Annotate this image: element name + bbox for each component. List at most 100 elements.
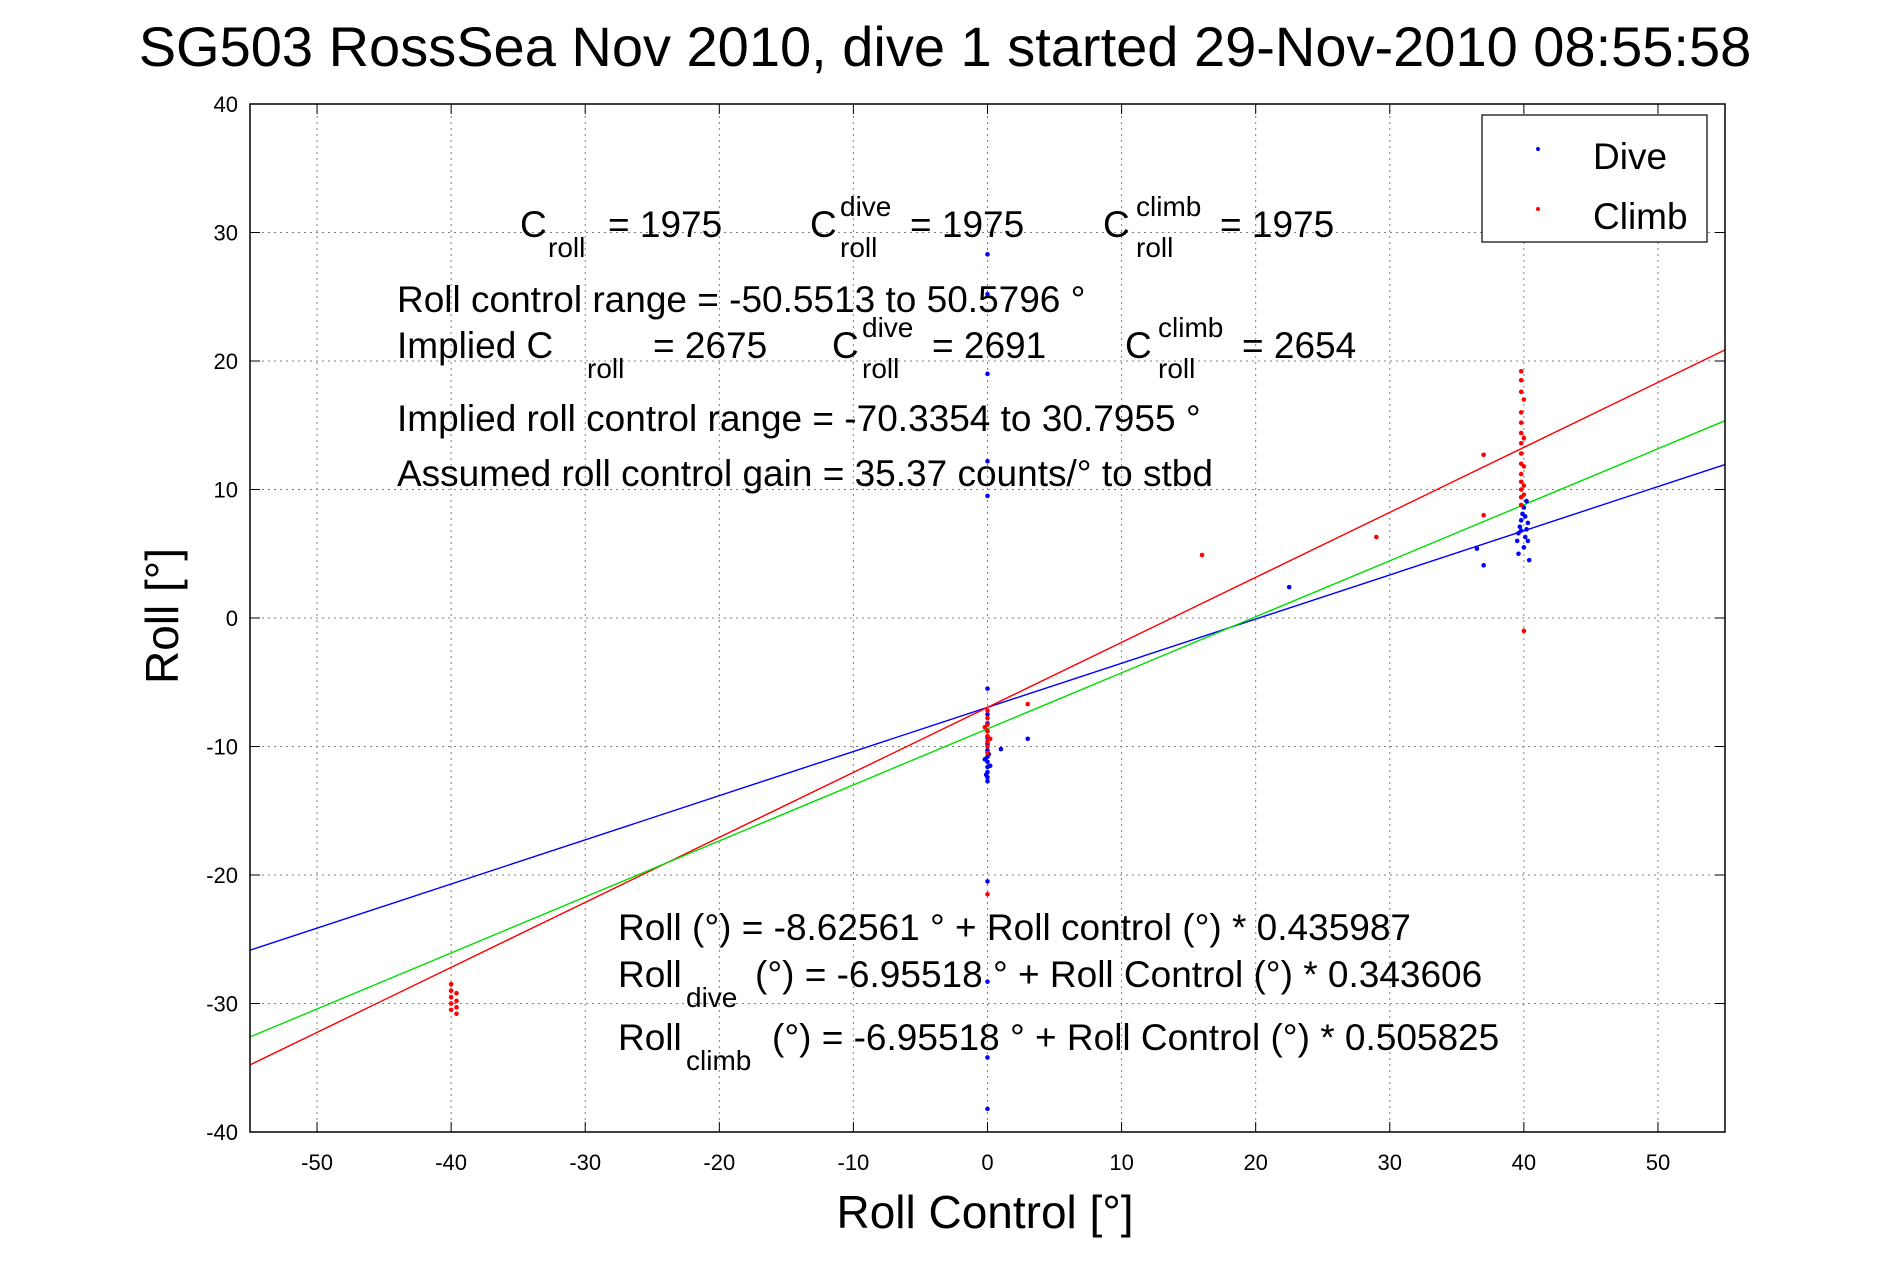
x-tick-label: 40 — [1512, 1150, 1536, 1175]
climb-point — [1518, 471, 1524, 477]
climb-point — [1521, 492, 1527, 497]
legend: Dive Climb — [1481, 114, 1708, 243]
climb-point — [1521, 397, 1527, 402]
c-climb-subscript: roll — [1136, 232, 1173, 263]
climb-point — [1199, 552, 1205, 558]
x-tick-label: 50 — [1646, 1150, 1670, 1175]
dive-point — [985, 778, 990, 784]
x-tick-label: 0 — [981, 1150, 993, 1175]
roll-control-range: Roll control range = -50.5513 to 50.5796… — [397, 279, 1085, 320]
dive-point — [1025, 736, 1031, 742]
dive-point — [1526, 557, 1532, 563]
implied-c-dive-superscript: dive — [862, 312, 913, 343]
c-dive-symbol: C — [810, 204, 837, 245]
plot-frame — [249, 103, 1726, 1133]
assumed-gain: Assumed roll control gain = 35.37 counts… — [397, 453, 1213, 494]
equation-dive: Roll dive (°) = -6.95518 ° + Roll Contro… — [618, 954, 1482, 1013]
y-axis-label: Roll [°] — [136, 548, 188, 684]
climb-point — [985, 728, 990, 734]
climb-point — [448, 988, 454, 993]
climb-point — [1025, 701, 1031, 707]
data-points — [448, 252, 1532, 1112]
dive-point — [1481, 563, 1486, 568]
climb-point — [985, 750, 990, 756]
dive-point — [1521, 545, 1527, 550]
dive-point — [1514, 538, 1520, 544]
climb-point — [985, 708, 990, 713]
implied-c-climb-value: = 2654 — [1242, 325, 1356, 366]
x-tick-label: 10 — [1109, 1150, 1133, 1175]
dive-point — [1525, 538, 1531, 544]
c-climb-value: = 1975 — [1220, 204, 1334, 245]
climb-point — [454, 1011, 459, 1017]
dive-point — [985, 979, 990, 984]
y-tick-label: -20 — [206, 863, 238, 888]
implied-c-climb-subscript: roll — [1158, 353, 1195, 384]
dive-point — [985, 493, 990, 499]
dive-point — [1525, 520, 1531, 526]
dive-point — [1518, 528, 1524, 533]
x-tick-label: -30 — [569, 1150, 601, 1175]
climb-point — [1518, 377, 1524, 383]
y-tick-label: -10 — [206, 735, 238, 760]
y-tick-label: 40 — [214, 92, 238, 117]
x-tick-label: -50 — [301, 1150, 333, 1175]
legend-dive-marker — [1536, 147, 1540, 151]
dive-point — [998, 746, 1004, 752]
climb-point — [454, 1005, 459, 1010]
climb-point — [448, 1001, 454, 1006]
y-tick-label: 20 — [214, 349, 238, 374]
legend-box — [1481, 114, 1708, 243]
c-climb-superscript: climb — [1136, 191, 1201, 222]
legend-climb-marker — [1536, 207, 1540, 211]
climb-point — [448, 981, 454, 987]
c-dive-subscript: roll — [840, 232, 877, 263]
climb-point — [1521, 464, 1527, 469]
dive-point — [985, 252, 990, 257]
climb-point — [1521, 628, 1527, 634]
implied-roll-control-range: Implied roll control range = -70.3354 to… — [397, 398, 1201, 439]
climb-fit-line — [249, 349, 1726, 1066]
climb-point — [1521, 483, 1527, 488]
dive-point — [983, 772, 989, 778]
y-tick-label: 10 — [214, 478, 238, 503]
climb-point — [1518, 479, 1524, 485]
dive-point — [1524, 527, 1529, 532]
equation-climb-subscript: climb — [686, 1045, 751, 1076]
x-tick-label: 20 — [1243, 1150, 1267, 1175]
dive-point — [1518, 518, 1524, 523]
implied-c-dive-subscript: roll — [862, 353, 899, 384]
dive-point — [1286, 584, 1292, 590]
x-tick-label: -40 — [435, 1150, 467, 1175]
climb-point — [1518, 440, 1524, 446]
c-roll-annotation: C roll = 1975 C dive roll = 1975 C climb… — [520, 191, 1334, 263]
c-roll-value: = 1975 — [608, 204, 722, 245]
y-tick-label: 30 — [214, 221, 238, 246]
dive-point — [985, 1106, 990, 1112]
implied-c-dive-value: = 2691 — [932, 325, 1046, 366]
dive-point — [985, 879, 990, 884]
implied-c-roll-label: Implied C — [397, 325, 553, 366]
equation-dive-prefix: Roll — [618, 954, 682, 995]
climb-point — [987, 736, 993, 742]
dive-point — [985, 291, 990, 297]
climb-point — [1518, 389, 1524, 395]
climb-point — [982, 724, 988, 730]
climb-point — [454, 990, 459, 996]
implied-c-climb-superscript: climb — [1158, 312, 1223, 343]
dive-point — [982, 757, 988, 762]
legend-dive-label: Dive — [1593, 136, 1667, 177]
dive-point — [1522, 534, 1528, 540]
climb-point — [1518, 368, 1524, 374]
y-tick-label: 0 — [226, 606, 238, 631]
climb-point — [1518, 430, 1524, 436]
dive-point — [1522, 514, 1528, 519]
equation-dive-rest: (°) = -6.95518 ° + Roll Control (°) * 0.… — [755, 954, 1482, 995]
climb-point — [985, 891, 990, 897]
equation-overall: Roll (°) = -8.62561 ° + Roll control (°)… — [618, 907, 1411, 948]
implied-c-roll-value: = 2675 — [653, 325, 767, 366]
climb-point — [1518, 410, 1524, 415]
dive-point — [1516, 551, 1521, 557]
climb-point — [1481, 512, 1486, 518]
